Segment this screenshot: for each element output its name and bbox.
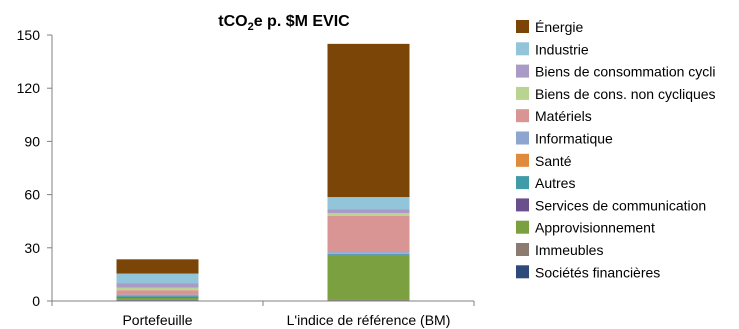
bar-segment [116, 294, 199, 296]
legend-swatch [516, 64, 529, 78]
bar-segment [327, 253, 410, 255]
y-axis: 0 30 60 90 120 150 [17, 27, 53, 309]
legend-label: Industrie [535, 41, 589, 57]
legend-label: Immeubles [535, 242, 603, 258]
bar-segment [116, 259, 199, 274]
x-axis: Portefeuille L'indice de référence (BM) [51, 300, 475, 328]
bar-segment [116, 296, 199, 298]
legend-swatch [516, 243, 529, 256]
chart-title: tCO2e p. $M EVIC [218, 13, 350, 33]
y-tick-label: 60 [24, 187, 40, 203]
bar-segment [327, 253, 410, 254]
legend-label: Énergie [535, 19, 583, 35]
bar-segment [327, 299, 410, 301]
legend-label: Biens de consommation cycli [535, 64, 716, 80]
y-tick-label: 150 [17, 27, 41, 43]
bar-segment [116, 295, 199, 297]
bar-segment [116, 296, 199, 297]
legend-swatch [516, 20, 529, 33]
legend-swatch [516, 86, 529, 100]
bar-segment [327, 215, 410, 253]
legend-swatch [516, 42, 529, 56]
legend: Énergie Industrie Biens de consommation cy… [516, 19, 716, 280]
legend-label: Biens de cons. non cycliques [535, 86, 716, 102]
bar-segment [116, 297, 199, 300]
legend-swatch [516, 265, 529, 279]
legend-label: Services de communication [535, 197, 706, 213]
bar-segment [327, 43, 410, 198]
y-tick-label: 90 [24, 133, 40, 149]
bars [116, 43, 410, 301]
y-tick-label: 30 [24, 240, 40, 256]
legend-label: Sociétés financières [535, 264, 660, 280]
x-category-label: Portefeuille [122, 312, 192, 328]
legend-swatch [516, 153, 529, 167]
y-tick-label: 120 [17, 80, 41, 96]
bar-segment [116, 283, 199, 288]
bar-segment [116, 273, 199, 284]
legend-swatch [516, 109, 529, 123]
legend-swatch [516, 176, 529, 190]
bar-segment [327, 252, 410, 254]
bar-segment [327, 254, 410, 256]
bar-segment [327, 197, 410, 210]
y-tick-label: 0 [32, 293, 40, 309]
bar-segment [116, 287, 199, 291]
legend-swatch [516, 131, 529, 145]
bar-segment [327, 209, 410, 214]
legend-label: Santé [535, 153, 572, 169]
legend-label: Informatique [535, 131, 613, 147]
legend-swatch [516, 198, 529, 212]
legend-swatch [516, 220, 529, 234]
bar-segment [327, 255, 410, 300]
bar-segment [116, 290, 199, 295]
x-category-label: L'indice de référence (BM) [287, 312, 451, 328]
legend-label: Approvisionnement [535, 220, 655, 236]
legend-label: Matériels [535, 108, 592, 124]
bar-segment [116, 299, 199, 301]
bar-segment [327, 213, 410, 216]
legend-label: Autres [535, 175, 575, 191]
